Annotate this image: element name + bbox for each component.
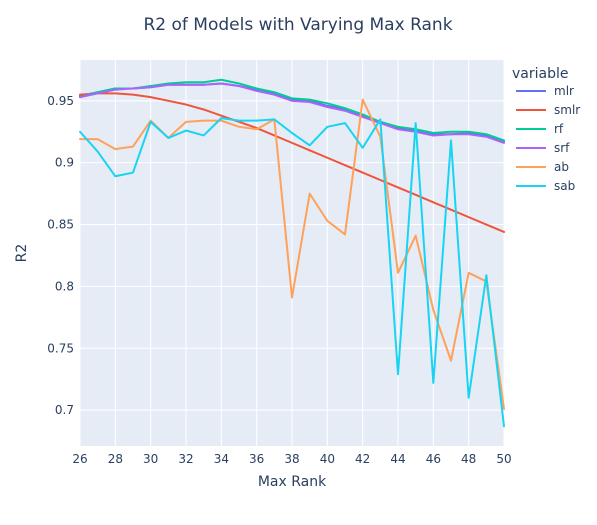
series-lines	[79, 78, 505, 428]
y-tick-label: 0.7	[55, 403, 74, 417]
x-tick-label: 40	[320, 452, 335, 466]
y-tick-label: 0.9	[55, 156, 74, 170]
legend-label-mlr: mlr	[554, 84, 574, 98]
x-tick-label: 30	[143, 452, 158, 466]
y-axis-title: R2	[14, 244, 30, 263]
legend-label-srf: srf	[554, 141, 570, 155]
x-tick-label: 42	[355, 452, 370, 466]
legend-label-ab: ab	[554, 160, 569, 174]
x-tick-label: 28	[108, 452, 123, 466]
series-line-smlr	[79, 92, 505, 233]
chart-title: R2 of Models with Varying Max Rank	[143, 15, 452, 35]
series-line-srf	[79, 82, 505, 144]
legend-label-smlr: smlr	[554, 103, 580, 117]
x-tick-label: 46	[426, 452, 441, 466]
x-tick-label: 48	[461, 452, 476, 466]
x-tick-label: 36	[249, 452, 264, 466]
legend-label-rf: rf	[554, 122, 564, 136]
x-tick-label: 32	[178, 452, 193, 466]
x-tick-label: 34	[214, 452, 229, 466]
legend: variable mlr smlr rf srf ab sab	[512, 66, 580, 193]
legend-label-sab: sab	[554, 179, 575, 193]
tick-labels: 26 28 30 32 34 36 38 40 42 44 46 48 50 0.7 0.75 0.8 0.85…	[47, 94, 511, 466]
y-tick-label: 0.95	[47, 94, 74, 108]
x-axis-title: Max Rank	[258, 474, 327, 490]
y-tick-label: 0.75	[47, 341, 74, 355]
series-line-ab	[79, 98, 505, 410]
series-line-sab	[79, 117, 505, 428]
x-tick-label: 38	[284, 452, 299, 466]
series-line-rf	[79, 78, 505, 142]
y-tick-label: 0.85	[47, 218, 74, 232]
x-tick-label: 26	[72, 452, 87, 466]
x-tick-label: 50	[496, 452, 511, 466]
legend-title: variable	[512, 66, 568, 82]
x-tick-label: 44	[390, 452, 405, 466]
y-tick-label: 0.8	[55, 279, 74, 293]
